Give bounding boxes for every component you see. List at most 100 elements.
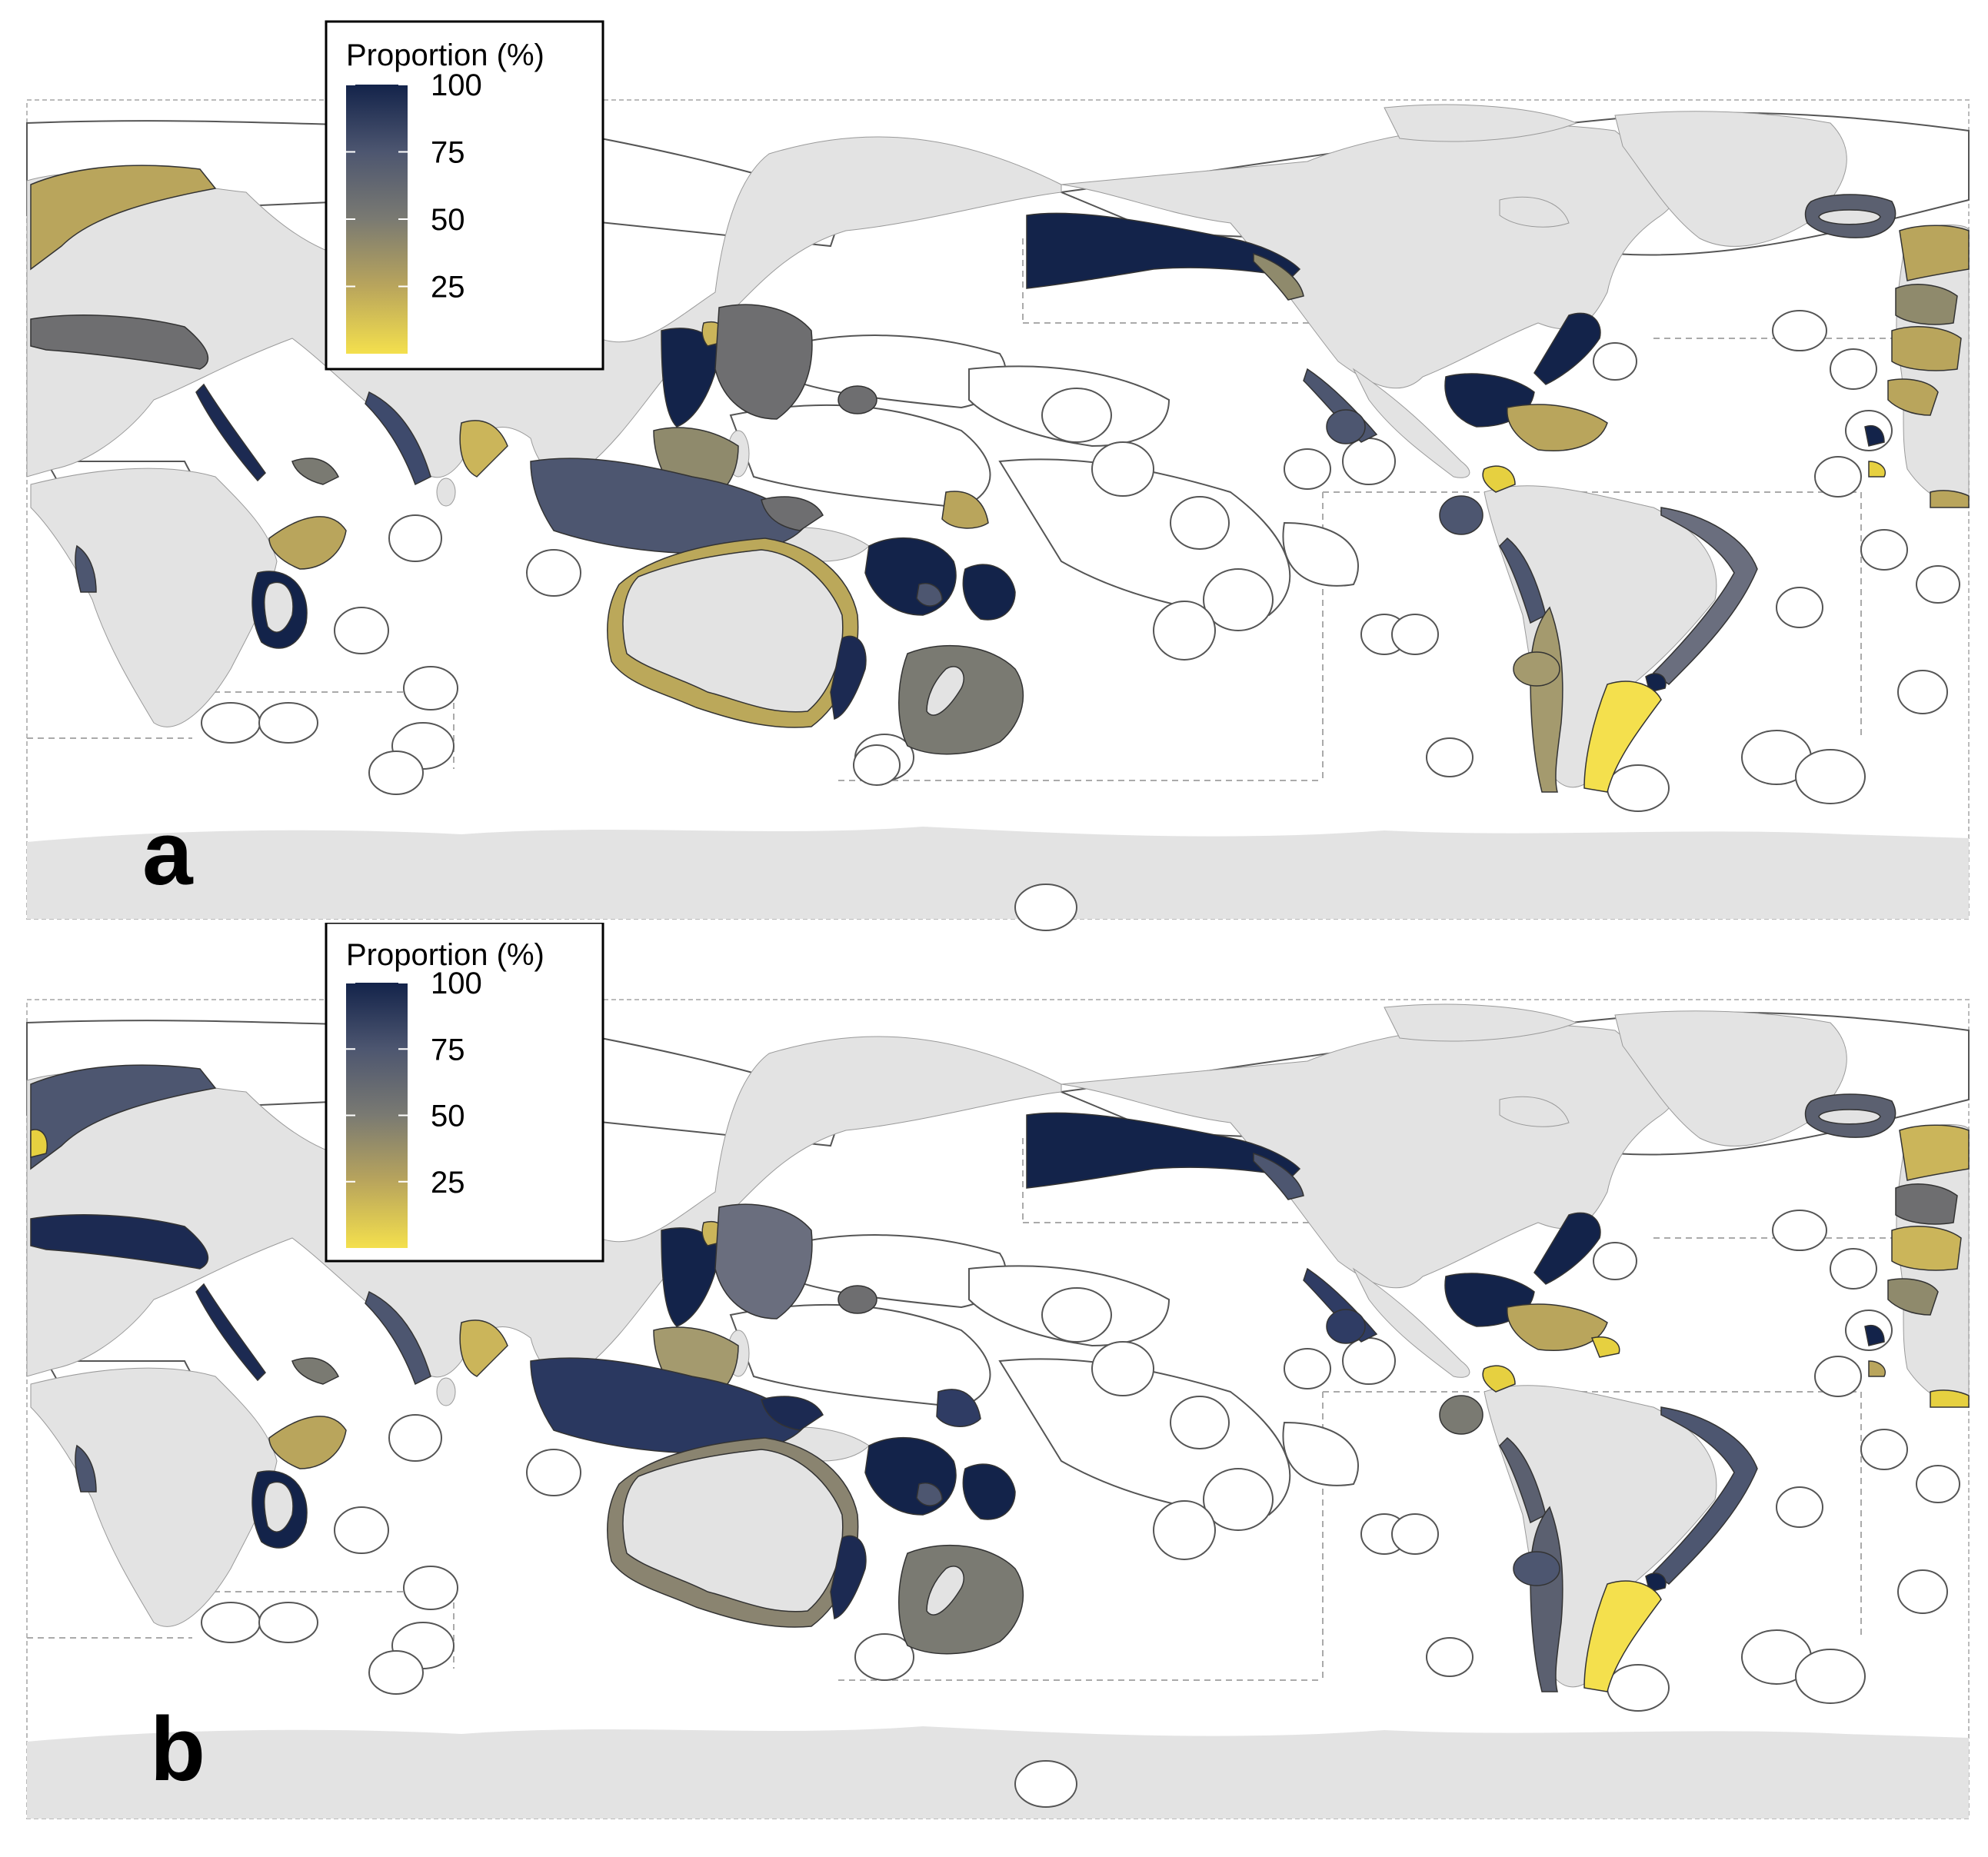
eez-juan-fernandez xyxy=(1513,651,1560,687)
eez-madagascar xyxy=(251,1470,308,1549)
eez-caribbean xyxy=(1507,1303,1608,1351)
eez-mozambique xyxy=(268,1416,347,1469)
eez-east-australia xyxy=(830,1535,867,1619)
legend-title: Proportion (%) xyxy=(346,938,544,972)
eez-caribbean xyxy=(1507,404,1608,451)
eez-kiribati xyxy=(936,1389,981,1427)
legend-colorbar xyxy=(346,983,408,1248)
legend-tick-label: 50 xyxy=(431,203,465,237)
eez-madagascar xyxy=(251,571,308,649)
legend-tick-label: 100 xyxy=(431,967,482,1000)
eez-mexico-island xyxy=(1326,409,1366,444)
eez-australia xyxy=(607,537,859,728)
eez-brazil xyxy=(1652,1406,1758,1585)
eez-red-sea xyxy=(195,383,266,482)
eez-west-africa-east xyxy=(1930,490,1970,508)
eez-australia xyxy=(607,1437,859,1628)
legend-colorbar xyxy=(346,85,408,354)
eez-mexico-island xyxy=(1326,1309,1366,1344)
antarctica xyxy=(27,1726,1969,1819)
eez-brazil xyxy=(1652,507,1758,685)
eez-east-india xyxy=(459,1320,508,1377)
eez-vanuatu xyxy=(916,1483,943,1506)
eez-china-east xyxy=(714,1203,813,1320)
legend-tick-label: 75 xyxy=(431,136,465,170)
eez-china-east xyxy=(714,304,813,420)
eez-mozambique xyxy=(268,516,347,570)
eez-new-zealand xyxy=(898,1544,1024,1655)
eez-peru xyxy=(1499,1436,1547,1524)
eez-us-east xyxy=(1533,312,1601,385)
panel-label-a: a xyxy=(142,803,194,904)
eez-vanuatu xyxy=(916,583,943,607)
eez-iceland xyxy=(1804,1093,1896,1138)
eez-norway-north xyxy=(30,1129,48,1158)
eez-uk xyxy=(1899,225,1970,281)
eez-spain xyxy=(1887,1278,1939,1316)
legend-tick-label: 50 xyxy=(431,1100,465,1133)
eez-colombia xyxy=(1482,1365,1516,1393)
eez-uruguay xyxy=(1645,673,1667,693)
eez-france xyxy=(1891,326,1962,371)
eez-kiribati xyxy=(941,491,989,529)
map-svg-a: Proportion (%) 100 75 50 25 a xyxy=(26,20,1970,931)
eez-papua xyxy=(761,496,824,531)
legend-tick-label: 25 xyxy=(431,1166,465,1200)
eez-marianas xyxy=(837,1285,877,1314)
eez-argentina xyxy=(1583,681,1662,793)
eez-gulf xyxy=(291,458,340,485)
eez-iceland xyxy=(1804,194,1896,238)
map-panel-b: Proportion (%) 100 75 50 25 b xyxy=(0,923,1988,1845)
legend-title: Proportion (%) xyxy=(346,38,544,72)
eez-east-india xyxy=(459,420,508,478)
legend-ticks: 100 75 50 25 xyxy=(346,68,482,305)
eez-colombia xyxy=(1482,465,1516,493)
eez-morocco xyxy=(1868,461,1886,478)
legend-tick-label: 25 xyxy=(431,271,465,305)
map-svg-b: Proportion (%) 100 75 50 25 b xyxy=(26,923,1970,1819)
eez-west-india xyxy=(365,1290,431,1386)
eez-west-india xyxy=(365,391,431,486)
eez-colored-regions xyxy=(30,165,1970,793)
eez-portugal xyxy=(1864,425,1885,447)
eez-us-east xyxy=(1533,1212,1601,1285)
eez-colored-regions xyxy=(30,1064,1970,1692)
eez-morocco xyxy=(1868,1360,1886,1377)
legend-b: Proportion (%) 100 75 50 25 xyxy=(325,923,604,1263)
legend-a: Proportion (%) 100 75 50 25 xyxy=(325,20,604,371)
eez-france xyxy=(1891,1226,1962,1271)
eez-fiji xyxy=(962,1463,1016,1520)
eez-uk xyxy=(1899,1124,1970,1181)
eez-norway xyxy=(30,1064,217,1170)
eez-alaska xyxy=(1026,212,1301,289)
eez-mediterranean xyxy=(30,1214,208,1270)
eez-portugal xyxy=(1864,1325,1885,1346)
antarctica xyxy=(27,827,1969,919)
eez-canada-west xyxy=(1253,252,1304,301)
eez-canada-west xyxy=(1253,1152,1304,1200)
legend-tick-label: 100 xyxy=(431,68,482,102)
eez-argentina xyxy=(1583,1580,1662,1692)
eez-papua xyxy=(761,1396,824,1431)
eez-new-zealand xyxy=(898,644,1024,755)
eez-galapagos xyxy=(1439,495,1484,535)
map-panel-a: Proportion (%) 100 75 50 25 a xyxy=(26,20,1970,931)
eez-alaska xyxy=(1026,1112,1301,1189)
legend-ticks: 100 75 50 25 xyxy=(346,967,482,1200)
eez-north-sea xyxy=(1895,284,1958,325)
eez-uruguay xyxy=(1645,1572,1667,1592)
eez-west-africa xyxy=(75,1444,97,1493)
eez-marianas xyxy=(837,385,877,414)
legend-tick-label: 75 xyxy=(431,1033,465,1067)
eez-spain xyxy=(1887,378,1939,416)
eez-galapagos xyxy=(1439,1395,1484,1435)
eez-north-sea xyxy=(1895,1183,1958,1225)
panel-label-b: b xyxy=(150,1699,205,1800)
eez-norway xyxy=(30,165,217,271)
eez-venezuela xyxy=(1590,1336,1620,1358)
eez-west-africa-east xyxy=(1930,1389,1970,1408)
eez-mediterranean xyxy=(30,314,208,370)
eez-peru xyxy=(1499,537,1547,624)
eez-red-sea xyxy=(195,1283,266,1382)
eez-east-australia xyxy=(830,635,867,720)
